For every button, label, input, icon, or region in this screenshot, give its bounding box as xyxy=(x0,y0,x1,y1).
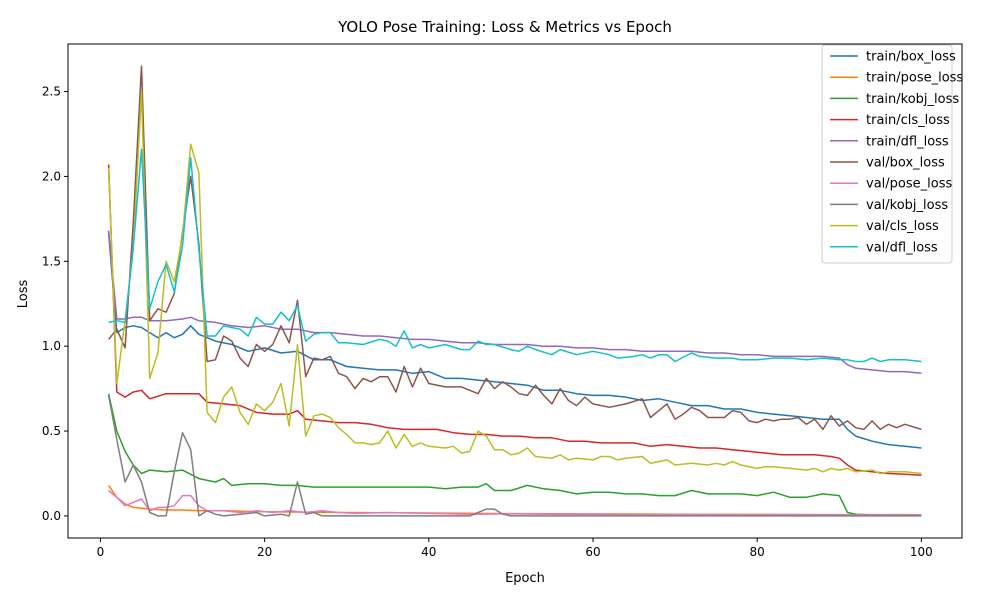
series-line-val-cls-loss xyxy=(107,90,922,475)
series-line-train-box-loss xyxy=(107,232,922,449)
legend-box xyxy=(821,44,953,264)
legend-label: train/cls_loss xyxy=(866,113,950,128)
series-line-train-kobj-loss xyxy=(107,393,922,517)
y-tick-label: 2.0 xyxy=(42,169,61,183)
legend-label: val/pose_loss xyxy=(866,177,952,192)
series-line-train-dfl-loss xyxy=(107,230,922,375)
x-tick-label: 20 xyxy=(257,545,272,559)
series-line-val-pose-loss xyxy=(108,489,922,516)
series-line-val-dfl-loss xyxy=(108,148,922,363)
y-tick-label: 0.0 xyxy=(42,509,61,523)
x-tick-label: 0 xyxy=(97,545,105,559)
x-axis-title: Epoch xyxy=(505,571,545,586)
legend-label: val/dfl_loss xyxy=(866,240,938,255)
y-axis-title: Loss xyxy=(16,280,31,309)
legend-label: train/pose_loss xyxy=(866,71,963,86)
series-layer xyxy=(107,65,922,517)
series-line-val-kobj-loss xyxy=(107,395,922,517)
legend: train/box_loss train/pose_loss train/kobj_… xyxy=(821,44,963,264)
y-tick-label: 0.5 xyxy=(42,424,61,438)
legend-label: val/cls_loss xyxy=(866,219,939,234)
x-tick-label: 40 xyxy=(421,545,436,559)
x-tick-label: 80 xyxy=(750,545,765,559)
series-line-val-box-loss xyxy=(108,65,922,431)
legend-label: val/kobj_loss xyxy=(866,198,948,213)
y-tick-label: 2.5 xyxy=(42,85,61,99)
x-axis: 0 20 40 60 80 100 xyxy=(97,538,933,559)
series-line-train-cls-loss xyxy=(107,164,922,476)
legend-label: train/box_loss xyxy=(866,50,956,65)
chart-title: YOLO Pose Training: Loss & Metrics vs Ep… xyxy=(337,18,672,36)
y-axis: 0.0 0.5 1.0 1.5 2.0 2.5 xyxy=(42,85,68,523)
legend-label: train/dfl_loss xyxy=(866,134,949,149)
y-tick-label: 1.5 xyxy=(42,254,61,268)
plot-frame xyxy=(67,43,963,539)
legend-label: val/box_loss xyxy=(866,156,945,171)
x-tick-label: 60 xyxy=(585,545,600,559)
legend-label: train/kobj_loss xyxy=(866,92,959,107)
y-tick-label: 1.0 xyxy=(42,339,61,353)
x-tick-label: 100 xyxy=(910,545,933,559)
